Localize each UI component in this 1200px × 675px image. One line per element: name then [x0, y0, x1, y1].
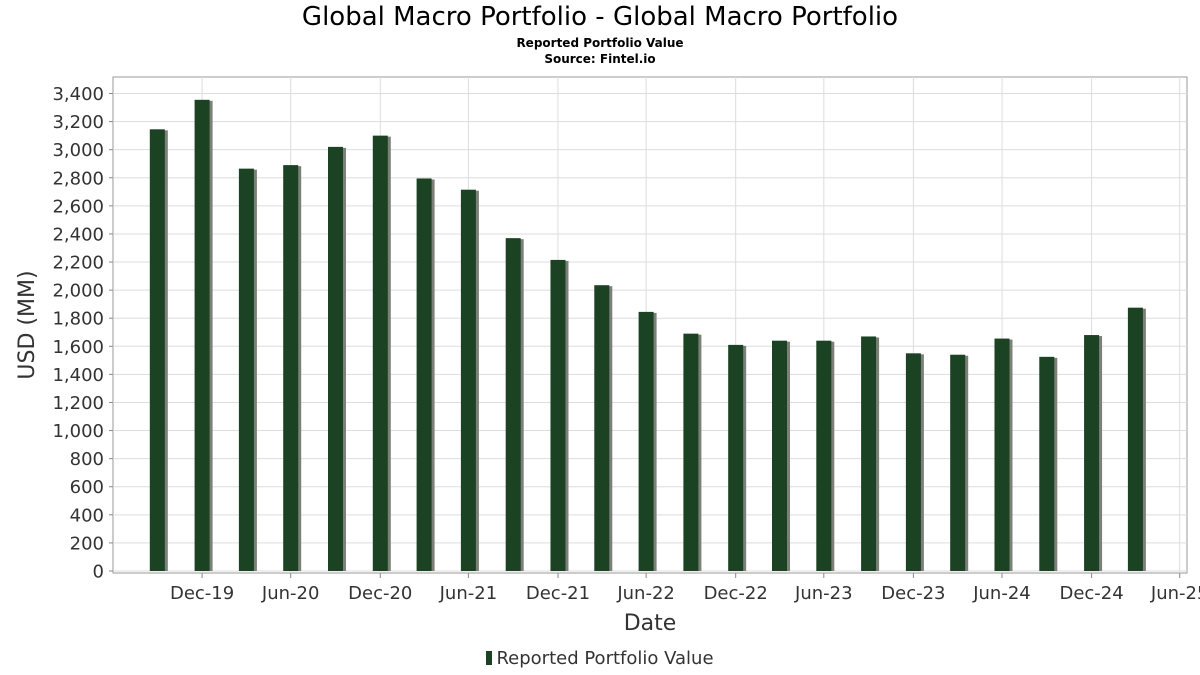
- y-tick-label: 1,800: [52, 309, 104, 330]
- bar: [1084, 335, 1100, 571]
- x-tick-label: Dec-21: [526, 583, 590, 604]
- chart-source: Source: Fintel.io: [544, 52, 656, 66]
- y-tick-label: 1,400: [52, 365, 104, 386]
- y-tick-label: 2,000: [52, 281, 104, 302]
- y-tick-label: 2,600: [52, 196, 104, 217]
- bar: [728, 344, 744, 571]
- bar: [1039, 356, 1055, 571]
- bar: [1127, 307, 1143, 571]
- y-tick-label: 400: [70, 505, 104, 526]
- y-tick-label: 200: [70, 533, 104, 554]
- bar: [372, 135, 388, 571]
- x-tick-label: Dec-19: [170, 583, 234, 604]
- x-tick-label: Jun-20: [261, 583, 320, 604]
- bar: [550, 259, 566, 571]
- y-tick-label: 2,400: [52, 224, 104, 245]
- bar: [994, 338, 1010, 571]
- bar: [772, 340, 788, 571]
- x-tick-label: Dec-23: [881, 583, 945, 604]
- bar: [416, 178, 432, 571]
- bar: [327, 146, 343, 571]
- y-tick-label: 0: [93, 562, 104, 583]
- y-tick-label: 3,400: [52, 84, 104, 105]
- y-tick-label: 3,200: [52, 112, 104, 133]
- x-tick-label: Dec-22: [704, 583, 768, 604]
- x-tick-label: Dec-24: [1059, 583, 1123, 604]
- x-tick-label: Dec-20: [348, 583, 412, 604]
- bar: [194, 99, 210, 571]
- chart-title: Global Macro Portfolio - Global Macro Po…: [301, 2, 899, 32]
- x-tick-label: Jun-21: [439, 583, 498, 604]
- bar: [238, 168, 254, 571]
- legend-swatch: [486, 651, 493, 665]
- y-tick-label: 600: [70, 477, 104, 498]
- bar: [905, 353, 921, 571]
- bar: [816, 340, 832, 571]
- y-tick-label: 3,000: [52, 140, 104, 161]
- bar: [505, 238, 521, 571]
- bar: [638, 311, 654, 571]
- legend: Reported Portfolio Value: [0, 648, 1200, 669]
- bar: [594, 285, 610, 571]
- y-axis-title: USD (MM): [15, 270, 40, 379]
- bar: [460, 189, 476, 571]
- x-tick-label: Jun-25: [1150, 583, 1200, 604]
- bar: [149, 129, 165, 571]
- y-tick-label: 2,200: [52, 253, 104, 274]
- y-tick-label: 800: [70, 449, 104, 470]
- y-tick-label: 1,200: [52, 393, 104, 414]
- x-tick-label: Jun-24: [972, 583, 1031, 604]
- x-tick-label: Jun-22: [616, 583, 675, 604]
- x-tick-label: Jun-23: [794, 583, 853, 604]
- y-tick-label: 2,800: [52, 168, 104, 189]
- y-tick-label: 1,600: [52, 337, 104, 358]
- bar: [950, 354, 966, 571]
- x-axis-title: Date: [624, 611, 677, 636]
- legend-label: Reported Portfolio Value: [496, 648, 714, 669]
- bar: [683, 333, 699, 571]
- chart-subtitle: Reported Portfolio Value: [516, 36, 684, 50]
- bar: [861, 336, 877, 571]
- y-tick-label: 1,000: [52, 421, 104, 442]
- bar: [283, 165, 299, 571]
